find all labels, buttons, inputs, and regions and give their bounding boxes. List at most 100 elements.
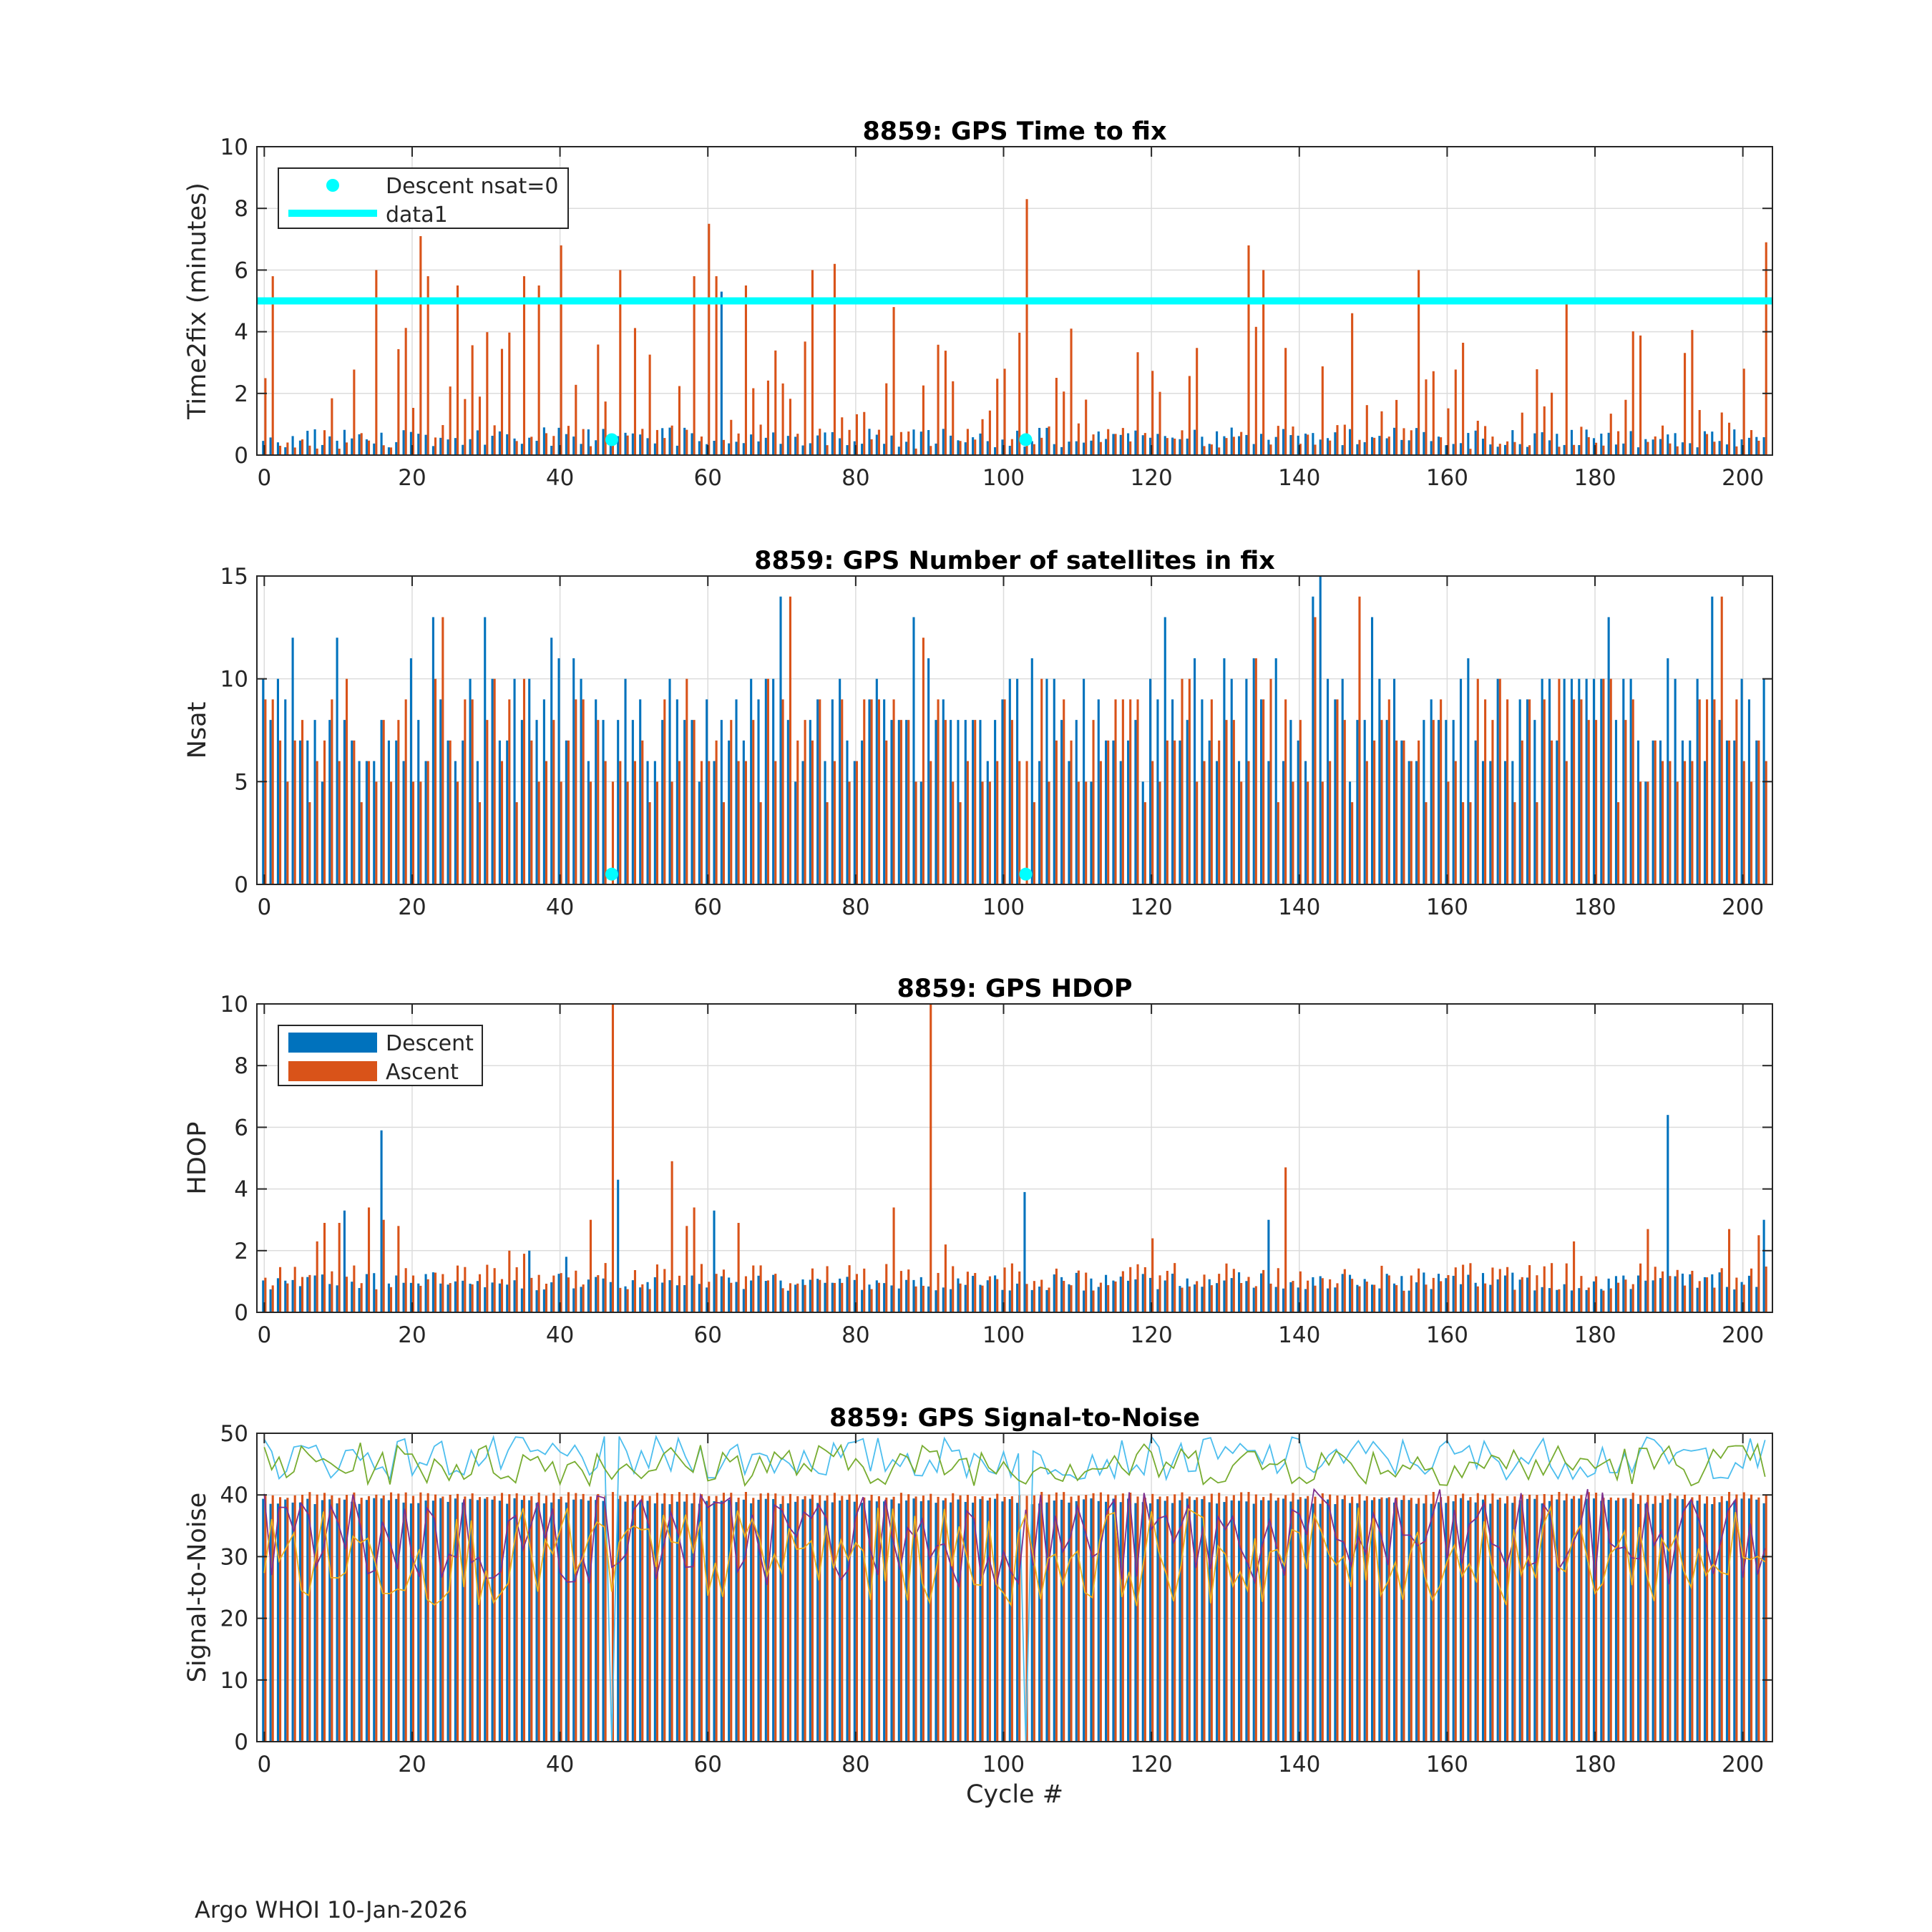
ascent-bar bbox=[367, 1207, 371, 1312]
descent-bar bbox=[1297, 1287, 1299, 1312]
ascent-bar bbox=[1070, 740, 1073, 884]
ascent-bar bbox=[619, 1496, 622, 1742]
ascent-bar bbox=[1484, 1495, 1487, 1742]
descent-bar bbox=[772, 1498, 775, 1742]
ascent-bar bbox=[1151, 1493, 1154, 1742]
descent-bar bbox=[343, 1499, 346, 1742]
descent-bar bbox=[1733, 1289, 1736, 1312]
ascent-bar bbox=[1314, 444, 1317, 455]
descent-bar bbox=[476, 1500, 479, 1742]
descent-bar bbox=[1511, 430, 1514, 455]
ascent-bar bbox=[1513, 441, 1516, 455]
y-tick-label: 4 bbox=[234, 1177, 248, 1203]
x-tick-label: 140 bbox=[1278, 1752, 1320, 1777]
x-tick-label: 120 bbox=[1131, 465, 1173, 491]
descent-bar bbox=[994, 720, 997, 884]
descent-bar bbox=[1119, 1277, 1122, 1312]
descent-bar bbox=[1474, 740, 1477, 884]
ascent-bar bbox=[1048, 426, 1050, 455]
ascent-bar bbox=[1558, 447, 1561, 455]
descent-bar bbox=[1245, 434, 1248, 455]
ascent-bar bbox=[316, 448, 318, 455]
descent-bar bbox=[1060, 720, 1063, 884]
y-tick-label: 0 bbox=[234, 1300, 248, 1326]
descent-bar bbox=[1348, 429, 1352, 455]
ascent-bar bbox=[1048, 1287, 1050, 1312]
descent-bar bbox=[1223, 1502, 1226, 1742]
ascent-bar bbox=[1188, 1286, 1191, 1312]
descent-bar bbox=[1289, 435, 1292, 455]
ascent-bar bbox=[981, 419, 984, 455]
ascent-bar bbox=[1277, 802, 1279, 884]
ascent-bar bbox=[1528, 1494, 1531, 1742]
descent-bar bbox=[1326, 438, 1330, 455]
ascent-bar bbox=[759, 1493, 762, 1742]
descent-bar bbox=[897, 720, 900, 884]
y-axis-label: Time2fix (minutes) bbox=[183, 182, 212, 420]
ascent-bar bbox=[589, 781, 592, 884]
descent-bar bbox=[336, 1285, 338, 1312]
descent-bar bbox=[462, 1280, 464, 1312]
descent-bar bbox=[720, 720, 723, 884]
ascent-bar bbox=[360, 802, 363, 884]
descent-bar bbox=[1171, 1503, 1174, 1742]
descent-bar bbox=[1112, 1280, 1115, 1312]
ascent-bar bbox=[1070, 1496, 1073, 1742]
descent-bar bbox=[535, 1503, 538, 1742]
ascent-bar bbox=[752, 388, 755, 455]
descent-bar bbox=[1179, 740, 1181, 884]
ascent-bar bbox=[1491, 436, 1494, 455]
ascent-bar bbox=[1247, 1492, 1250, 1742]
ascent-bar bbox=[1314, 617, 1317, 884]
descent-bar bbox=[1740, 1282, 1743, 1312]
ascent-bar bbox=[611, 781, 615, 884]
ascent-bar bbox=[1676, 446, 1679, 455]
descent-bar bbox=[875, 434, 878, 455]
ascent-bar bbox=[789, 596, 791, 884]
descent-bar bbox=[750, 434, 753, 455]
descent-bar bbox=[757, 1275, 760, 1312]
descent-bar bbox=[617, 720, 620, 884]
ascent-bar bbox=[641, 740, 644, 884]
descent-bar bbox=[1474, 1282, 1477, 1312]
descent-bar bbox=[957, 440, 960, 455]
descent-bar bbox=[1496, 1499, 1499, 1742]
descent-bar bbox=[839, 1500, 841, 1742]
descent-bar bbox=[1230, 427, 1233, 455]
descent-bar bbox=[1008, 446, 1011, 455]
ascent-bar bbox=[1018, 332, 1021, 455]
ascent-bar bbox=[804, 720, 806, 884]
descent-bar bbox=[373, 443, 376, 455]
ascent-bar bbox=[663, 1269, 666, 1312]
descent-bar bbox=[809, 1279, 811, 1312]
ascent-bar bbox=[1188, 678, 1191, 884]
ascent-bar bbox=[522, 678, 526, 884]
ascent-bar bbox=[1750, 1268, 1753, 1312]
ascent-bar bbox=[293, 740, 296, 884]
descent-bar bbox=[735, 1282, 738, 1312]
ascent-bar bbox=[286, 781, 289, 884]
ascent-bar bbox=[1010, 439, 1013, 455]
descent-bar bbox=[1578, 1288, 1581, 1312]
ascent-bar bbox=[1365, 1496, 1368, 1742]
descent-bar bbox=[1585, 429, 1588, 455]
ascent-bar bbox=[1365, 405, 1368, 455]
descent-bar bbox=[1053, 1501, 1055, 1742]
descent-bar bbox=[1718, 1272, 1721, 1312]
descent-bar bbox=[417, 1283, 420, 1312]
ascent-bar bbox=[796, 434, 799, 455]
descent-bar bbox=[1703, 1503, 1707, 1742]
ascent-bar bbox=[1299, 1497, 1302, 1742]
x-tick-label: 160 bbox=[1426, 1322, 1468, 1348]
descent-bar bbox=[646, 438, 649, 455]
descent-bar bbox=[1378, 678, 1381, 884]
ascent-bar bbox=[1425, 1495, 1428, 1742]
ascent-bar bbox=[766, 678, 769, 884]
ascent-bar bbox=[1225, 1263, 1228, 1312]
descent-bar bbox=[1585, 678, 1588, 884]
ascent-bar bbox=[1380, 411, 1383, 455]
ascent-bar bbox=[449, 1283, 452, 1312]
descent-bar bbox=[1326, 1288, 1330, 1312]
descent-bar bbox=[1171, 699, 1174, 884]
